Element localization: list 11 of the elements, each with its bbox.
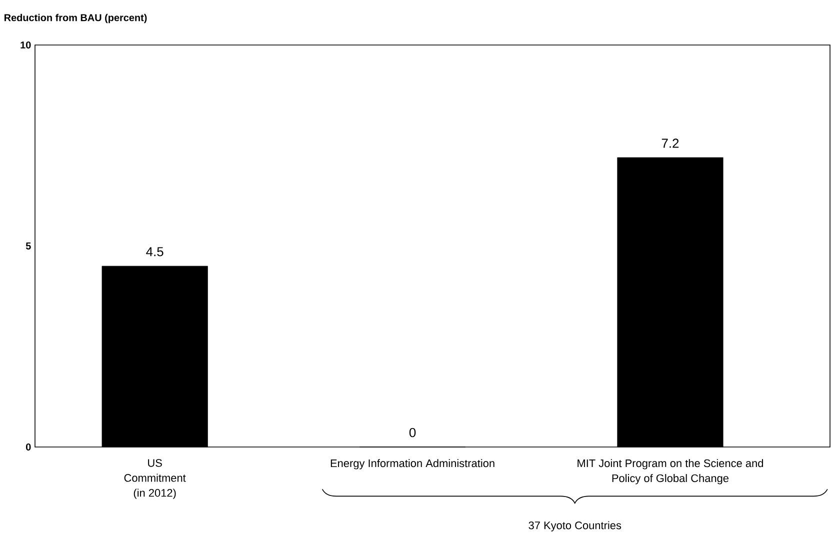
x-tick-label: US Commitment (in 2012) — [124, 459, 186, 499]
data-label: 0 — [409, 428, 416, 438]
x-tick-label: Energy Information Administration — [330, 459, 494, 470]
data-label: 7.2 — [662, 138, 679, 148]
text: 37 Kyoto Countries — [528, 521, 622, 532]
y-tick-label: 10 — [20, 41, 31, 49]
y-axis-title: Reduction from BAU (percent) — [4, 14, 147, 24]
data-label: 4.5 — [146, 247, 164, 256]
y-tick-label: 0 — [26, 443, 31, 451]
x-tick-label: MIT Joint Program on the Science and Policy of Global Change — [578, 459, 763, 484]
y-tick-label: 5 — [26, 242, 31, 250]
